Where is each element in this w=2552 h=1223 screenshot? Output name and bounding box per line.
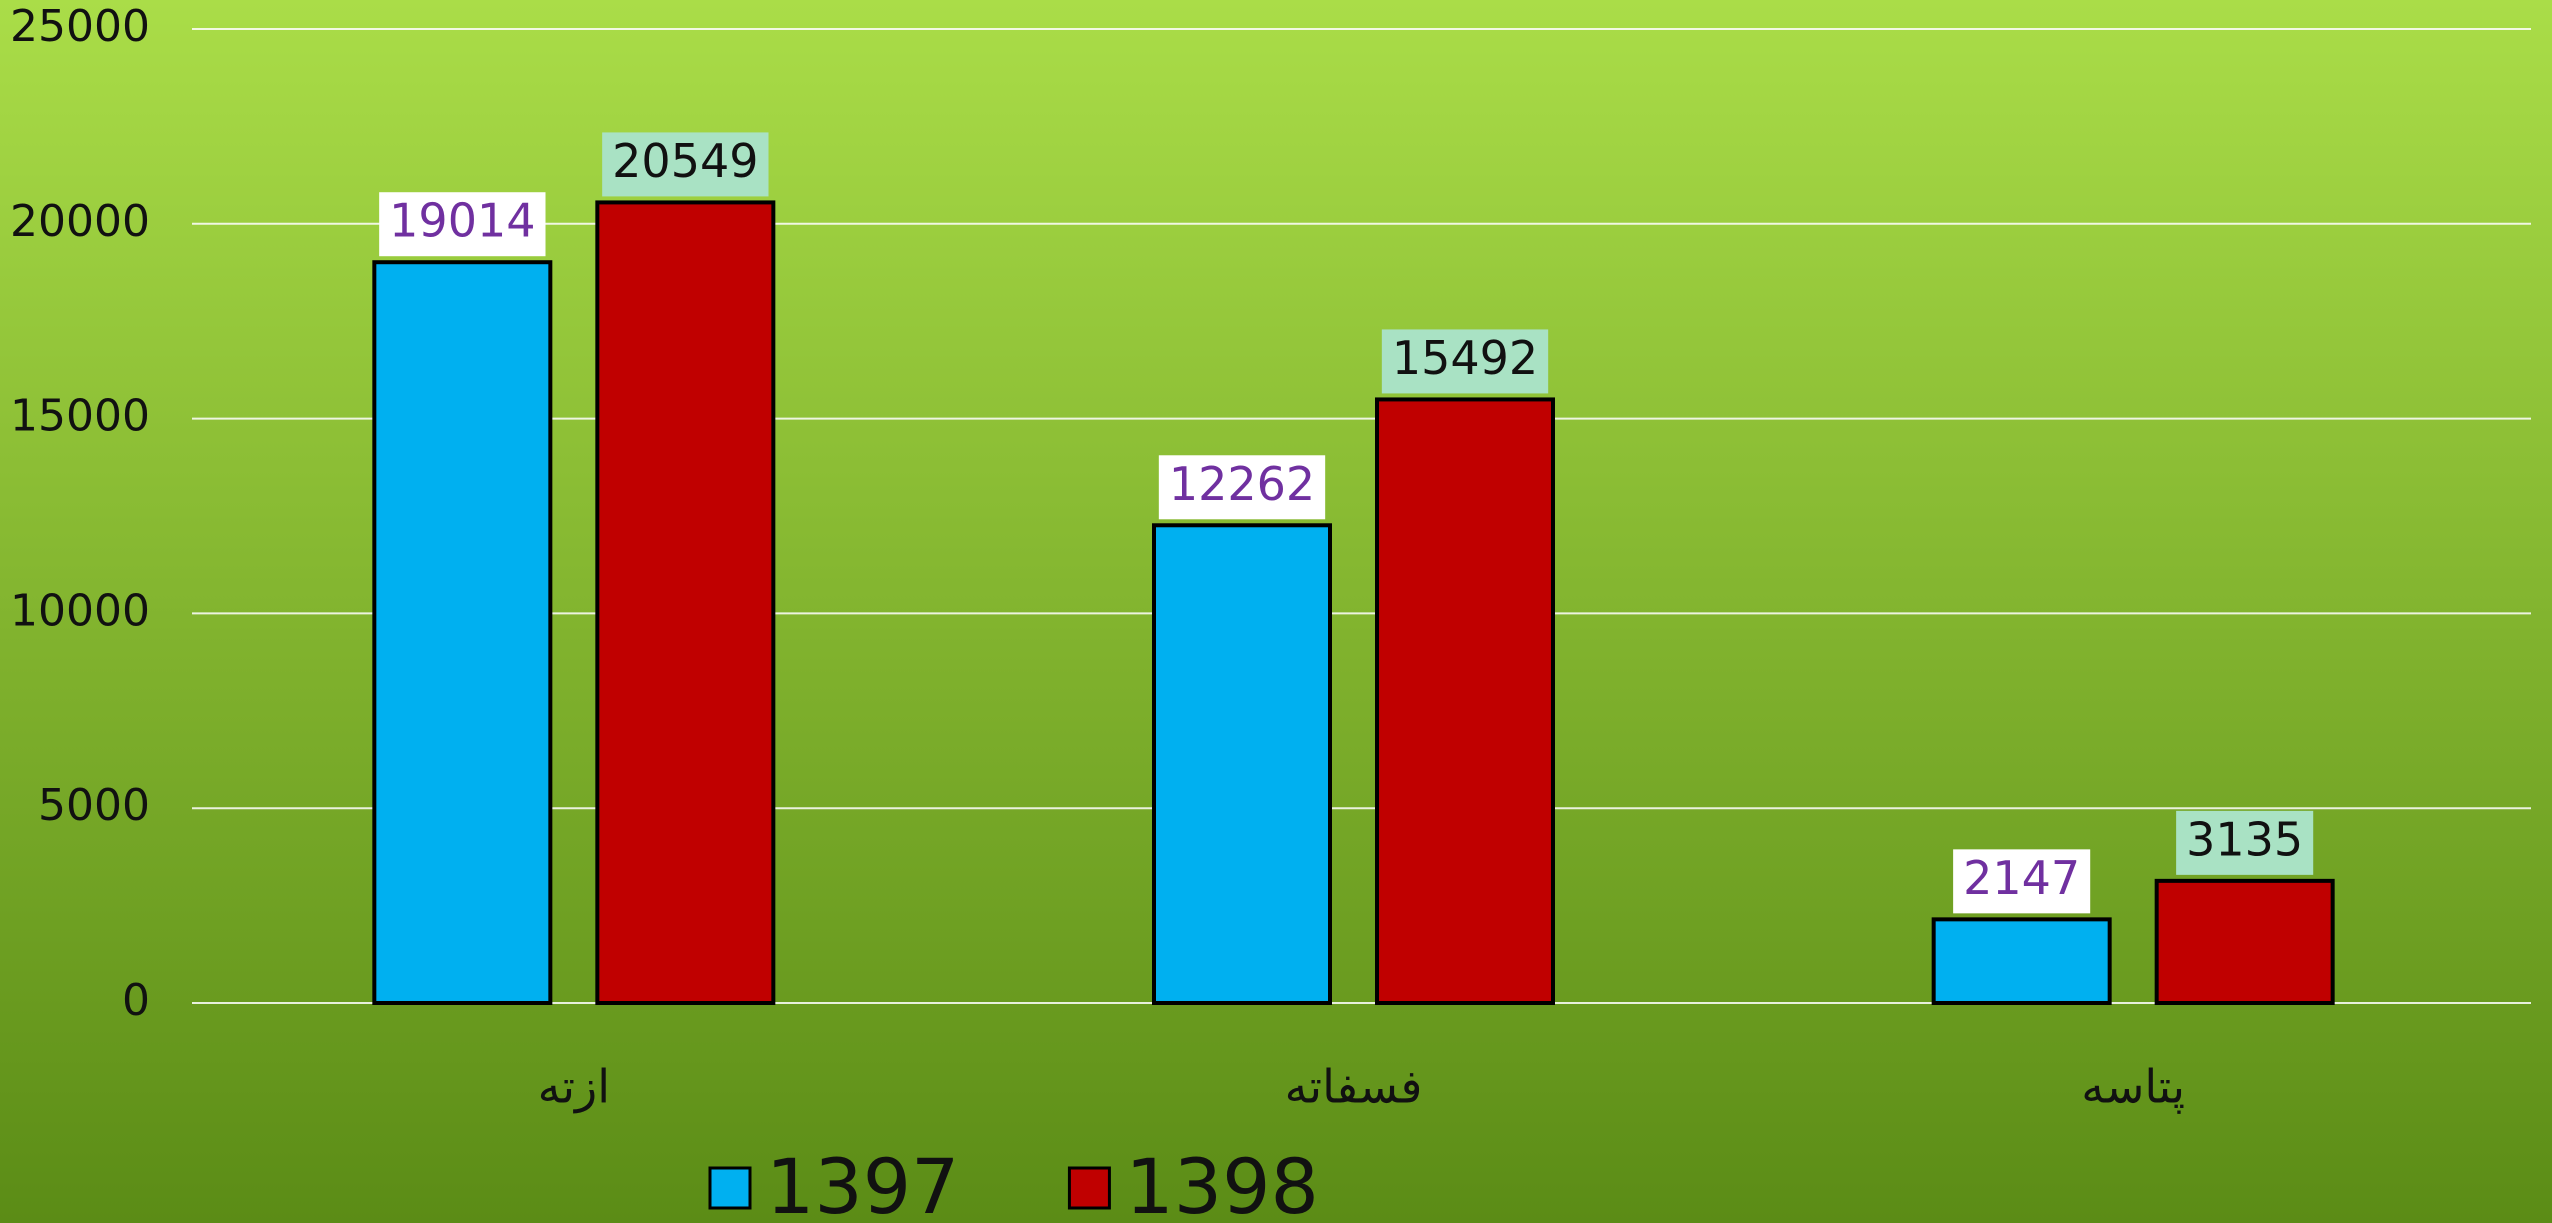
legend-label: 1397	[766, 1142, 959, 1223]
data-label-bg	[1381, 329, 1549, 394]
y-tick-label: 0	[122, 975, 150, 1026]
data-label-bg	[1953, 849, 2091, 914]
data-label-bg	[1158, 455, 1326, 520]
data-label: 19014	[389, 194, 535, 248]
bar	[595, 200, 776, 1006]
data-label-bg	[379, 192, 546, 257]
data-label: 3135	[2186, 812, 2303, 866]
data-label: 15492	[1392, 331, 1538, 385]
bar	[372, 260, 553, 1006]
y-tick-label: 5000	[38, 780, 150, 831]
y-tick-label: 20000	[10, 196, 150, 247]
bar	[1375, 397, 1555, 1005]
bar	[1931, 917, 2112, 1006]
x-tick-label: پتاسه	[2081, 1060, 2185, 1115]
x-tick-label: فسفاته	[1285, 1060, 1423, 1114]
legend-swatch	[1067, 1166, 1111, 1210]
x-tick-label: ازته	[538, 1060, 610, 1114]
bar	[2154, 878, 2335, 1006]
y-tick-label: 15000	[10, 391, 150, 442]
data-label-bg	[2176, 810, 2314, 875]
data-label-bg	[602, 132, 769, 197]
legend-swatch	[708, 1166, 752, 1210]
bar	[1152, 523, 1332, 1005]
y-tick-label: 25000	[10, 1, 150, 52]
y-tick-label: 10000	[10, 585, 150, 636]
data-label: 20549	[612, 134, 758, 188]
data-label: 12262	[1169, 457, 1315, 511]
legend-label: 1398	[1125, 1142, 1318, 1223]
data-label: 2147	[1963, 851, 2080, 905]
